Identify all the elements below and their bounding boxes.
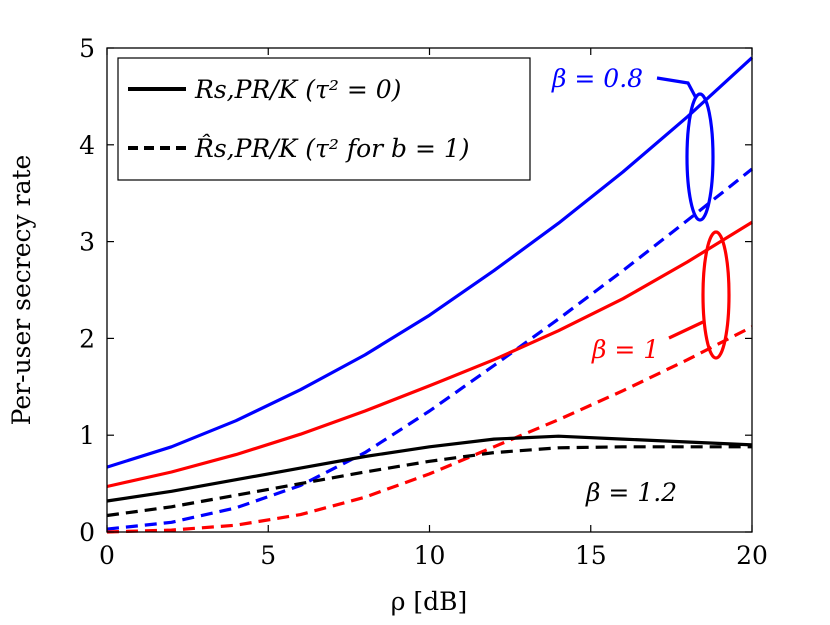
x-tick-label: 0: [99, 541, 115, 570]
series-line-beta-0-8-solid: [106, 56, 754, 469]
x-tick-label: 20: [736, 541, 768, 570]
series-layer: [106, 56, 754, 534]
series-line-beta-1-2-solid: [106, 434, 753, 503]
pointer-beta-1: [668, 320, 704, 340]
axis-ticks: 0 5 10 15 20 0 1 2 3 4 5: [79, 34, 768, 570]
y-tick-label: 1: [79, 421, 95, 450]
legend-entry-dashed: R̂s,PR/K (τ² for b = 1): [194, 134, 470, 163]
x-tick-label: 10: [414, 541, 446, 570]
annotation-ellipses: [656, 76, 731, 360]
pointer-beta-0-8: [656, 76, 698, 99]
annotation-beta-0-8: β = 0.8: [551, 64, 643, 93]
y-tick-label: 2: [79, 324, 95, 353]
series-line-beta-1-2-dashed: [106, 445, 752, 518]
annotation-beta-1-2: β = 1.2: [585, 478, 677, 507]
y-tick-label: 4: [79, 131, 95, 160]
legend-entry-solid: Rs,PR/K (τ² = 0): [194, 75, 401, 104]
ellipse-beta-0-8: [685, 92, 715, 222]
y-axis-label: Per-user secrecy rate: [7, 155, 36, 426]
series-line-beta-1-solid: [106, 220, 753, 489]
legend: Rs,PR/K (τ² = 0) R̂s,PR/K (τ² for b = 1): [117, 57, 531, 181]
annotation-beta-1: β = 1: [591, 335, 659, 364]
x-tick-label: 5: [260, 541, 276, 570]
beta-annotations: β = 0.8 β = 1 β = 1.2: [551, 64, 677, 507]
y-tick-label: 5: [79, 34, 95, 63]
legend-box: [117, 57, 531, 181]
series-line-beta-1-dashed: [106, 325, 753, 534]
x-tick-label: 15: [575, 541, 607, 570]
ellipse-beta-1: [701, 230, 731, 360]
y-tick-label: 3: [79, 228, 95, 257]
x-axis-label: ρ [dB]: [391, 587, 468, 616]
series-line-beta-0-8-dashed: [106, 167, 753, 531]
y-tick-label: 0: [79, 518, 95, 547]
